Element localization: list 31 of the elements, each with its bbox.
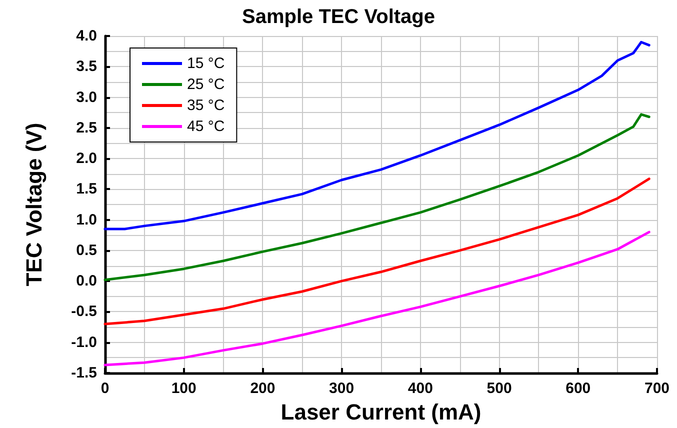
legend-label: 45 °C <box>187 118 225 135</box>
x-tick-label: 200 <box>250 380 276 397</box>
y-tick-label: -1.5 <box>71 364 97 382</box>
x-tick-label: 500 <box>486 380 512 397</box>
x-tick-label: 100 <box>171 380 196 397</box>
x-tick-label: 700 <box>644 380 670 397</box>
y-axis-title: TEC Voltage (V) <box>22 122 46 286</box>
line-series <box>104 40 650 230</box>
y-tick-label: 2.0 <box>76 150 97 168</box>
legend-label: 25 °C <box>187 76 225 93</box>
x-tick-label: 0 <box>100 380 110 397</box>
legend-label: 15 °C <box>187 55 225 72</box>
y-tick-label: 0.5 <box>76 242 97 259</box>
x-tick-label: 300 <box>329 380 354 397</box>
y-tick-label: 4.0 <box>76 28 97 44</box>
line-series <box>104 113 650 282</box>
y-tick-label: 0.0 <box>76 272 97 290</box>
y-tick-label: 1.5 <box>76 180 97 198</box>
line-series <box>104 178 650 326</box>
legend-label: 35 °C <box>187 97 225 114</box>
x-tick-label: 400 <box>408 380 433 397</box>
y-tick-label: 3.5 <box>76 58 97 76</box>
line-series <box>104 230 650 366</box>
x-axis-title: Laser Current (mA) <box>280 400 482 424</box>
y-tick-label: -1.0 <box>71 334 97 351</box>
y-tick-label: -0.5 <box>71 303 97 320</box>
y-tick-label: 3.0 <box>76 88 97 106</box>
x-tick-label: 600 <box>566 380 591 397</box>
y-tick-label: 2.5 <box>76 119 97 136</box>
chart-title: Sample TEC Voltage <box>242 6 436 28</box>
y-tick-label: 1.0 <box>76 211 97 228</box>
